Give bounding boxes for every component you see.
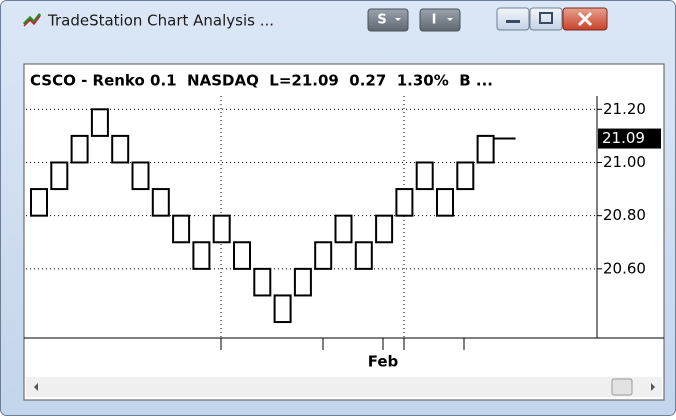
renko-box: [456, 161, 475, 191]
s-button[interactable]: [367, 8, 409, 32]
y-tick-label: 21.00: [603, 153, 646, 171]
dropdown-arrow: [395, 18, 401, 21]
renko-box: [436, 188, 454, 217]
minimize-button[interactable]: [496, 7, 530, 31]
last-price-label: 21.09: [602, 129, 645, 147]
y-tick-label: 20.60: [603, 259, 646, 277]
close-icon: [577, 11, 593, 27]
i-button-label: I: [432, 13, 437, 28]
scrollbar[interactable]: [26, 377, 662, 397]
renko-box: [273, 294, 292, 324]
renko-box: [253, 267, 272, 297]
i-button[interactable]: [419, 8, 461, 32]
renko-box: [90, 108, 109, 137]
dropdown-arrow: [447, 18, 453, 21]
renko-box: [50, 161, 69, 191]
renko-box: [131, 161, 150, 191]
renko-box: [172, 214, 191, 244]
renko-box: [111, 134, 130, 164]
renko-box: [314, 241, 333, 270]
scroll-thumb[interactable]: [611, 378, 633, 396]
renko-box: [70, 134, 89, 164]
app-icon-accent: [23, 15, 41, 27]
renko-box: [233, 241, 251, 270]
renko-box: [476, 134, 495, 164]
renko-box: [375, 214, 394, 244]
y-tick-label: 21.20: [603, 100, 646, 118]
maximize-button[interactable]: [529, 7, 563, 31]
renko-box: [192, 241, 211, 270]
window-title: TradeStation Chart Analysis ...: [47, 12, 274, 30]
chart-header: CSCO - Renko 0.1 NASDAQ L=21.09 0.27 1.3…: [30, 72, 493, 90]
renko-box: [30, 188, 48, 217]
renko-box: [354, 241, 373, 270]
maximize-icon: [539, 12, 553, 24]
last-price-tag: [598, 128, 661, 149]
time-tick: [220, 338, 465, 350]
s-button-label: S: [377, 13, 386, 28]
renko-box: [395, 188, 414, 217]
renko-box: [293, 267, 312, 297]
y-tick-label: 20.80: [603, 206, 646, 224]
renko-box: [415, 161, 434, 191]
app-icon: [22, 13, 42, 26]
renko-box: [151, 188, 170, 217]
minimize-icon: [506, 20, 520, 23]
renko-box: [334, 214, 353, 244]
renko-box: [212, 214, 231, 244]
x-axis-label: Feb: [368, 353, 399, 371]
